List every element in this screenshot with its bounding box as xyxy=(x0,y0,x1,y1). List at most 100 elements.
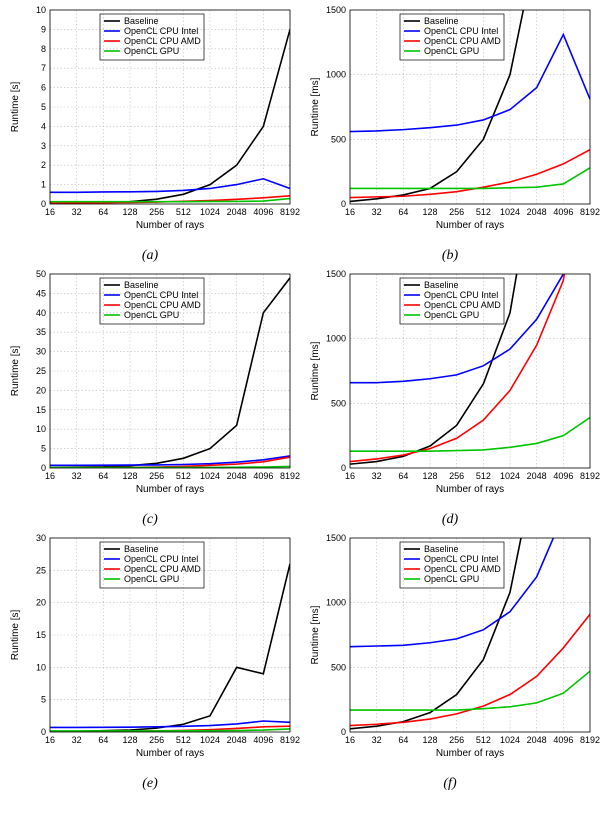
svg-text:50: 50 xyxy=(36,269,46,279)
svg-text:Runtime [ms]: Runtime [ms] xyxy=(310,605,321,664)
svg-text:512: 512 xyxy=(476,471,491,481)
svg-text:512: 512 xyxy=(176,207,191,217)
svg-text:1: 1 xyxy=(41,180,46,190)
svg-text:Number of rays: Number of rays xyxy=(136,220,204,231)
svg-text:16: 16 xyxy=(345,735,355,745)
svg-text:2: 2 xyxy=(41,160,46,170)
svg-text:64: 64 xyxy=(398,735,408,745)
svg-text:9: 9 xyxy=(41,24,46,34)
panel-d: 0500100015001632641282565121024204840968… xyxy=(300,264,600,528)
svg-text:OpenCL CPU Intel: OpenCL CPU Intel xyxy=(124,290,198,300)
svg-text:Runtime [s]: Runtime [s] xyxy=(10,81,21,132)
svg-text:1024: 1024 xyxy=(500,207,520,217)
caption-e: (e) xyxy=(0,776,300,792)
svg-text:Number of rays: Number of rays xyxy=(136,748,204,759)
svg-text:256: 256 xyxy=(449,471,464,481)
svg-text:OpenCL CPU AMD: OpenCL CPU AMD xyxy=(424,300,501,310)
svg-text:Baseline: Baseline xyxy=(424,544,459,554)
svg-text:1000: 1000 xyxy=(326,70,346,80)
svg-text:256: 256 xyxy=(149,735,164,745)
svg-text:4096: 4096 xyxy=(253,735,273,745)
svg-text:OpenCL CPU Intel: OpenCL CPU Intel xyxy=(424,26,498,36)
svg-text:40: 40 xyxy=(36,308,46,318)
svg-text:1500: 1500 xyxy=(326,533,346,543)
svg-text:32: 32 xyxy=(72,471,82,481)
svg-text:OpenCL GPU: OpenCL GPU xyxy=(424,310,479,320)
svg-text:1000: 1000 xyxy=(326,334,346,344)
svg-text:8192: 8192 xyxy=(580,471,600,481)
svg-text:15: 15 xyxy=(36,630,46,640)
svg-text:16: 16 xyxy=(45,471,55,481)
panel-a: 0123456789101632641282565121024204840968… xyxy=(0,0,300,264)
svg-text:OpenCL CPU AMD: OpenCL CPU AMD xyxy=(124,36,201,46)
caption-b: (b) xyxy=(300,248,600,264)
svg-text:10: 10 xyxy=(36,424,46,434)
svg-text:25: 25 xyxy=(36,565,46,575)
svg-text:512: 512 xyxy=(176,735,191,745)
svg-text:16: 16 xyxy=(345,471,355,481)
svg-text:8192: 8192 xyxy=(280,207,300,217)
svg-text:256: 256 xyxy=(449,735,464,745)
panel-f: 0500100015001632641282565121024204840968… xyxy=(300,528,600,792)
svg-text:25: 25 xyxy=(36,366,46,376)
panel-e: 0510152025301632641282565121024204840968… xyxy=(0,528,300,792)
svg-text:128: 128 xyxy=(122,471,137,481)
svg-text:Baseline: Baseline xyxy=(424,280,459,290)
svg-text:6: 6 xyxy=(41,83,46,93)
svg-text:500: 500 xyxy=(331,398,346,408)
svg-text:Number of rays: Number of rays xyxy=(136,484,204,495)
caption-a: (a) xyxy=(0,248,300,264)
svg-text:1500: 1500 xyxy=(326,269,346,279)
svg-text:32: 32 xyxy=(72,735,82,745)
svg-text:2048: 2048 xyxy=(227,471,247,481)
svg-text:2048: 2048 xyxy=(227,735,247,745)
svg-text:5: 5 xyxy=(41,102,46,112)
svg-text:512: 512 xyxy=(476,207,491,217)
svg-text:128: 128 xyxy=(122,207,137,217)
svg-text:OpenCL CPU Intel: OpenCL CPU Intel xyxy=(124,26,198,36)
svg-text:500: 500 xyxy=(331,134,346,144)
svg-text:OpenCL GPU: OpenCL GPU xyxy=(424,574,479,584)
svg-text:1024: 1024 xyxy=(500,471,520,481)
svg-text:20: 20 xyxy=(36,598,46,608)
svg-text:Baseline: Baseline xyxy=(124,16,159,26)
panel-c: 0510152025303540455016326412825651210242… xyxy=(0,264,300,528)
svg-text:32: 32 xyxy=(372,207,382,217)
svg-text:512: 512 xyxy=(176,471,191,481)
svg-text:35: 35 xyxy=(36,327,46,337)
svg-text:4: 4 xyxy=(41,121,46,131)
svg-text:4096: 4096 xyxy=(253,471,273,481)
svg-text:64: 64 xyxy=(98,735,108,745)
svg-text:2048: 2048 xyxy=(527,735,547,745)
svg-text:32: 32 xyxy=(72,207,82,217)
svg-text:8192: 8192 xyxy=(580,735,600,745)
svg-text:8192: 8192 xyxy=(280,471,300,481)
svg-text:5: 5 xyxy=(41,695,46,705)
svg-text:Baseline: Baseline xyxy=(424,16,459,26)
svg-text:30: 30 xyxy=(36,533,46,543)
svg-text:30: 30 xyxy=(36,347,46,357)
svg-text:2048: 2048 xyxy=(527,471,547,481)
svg-text:OpenCL CPU Intel: OpenCL CPU Intel xyxy=(424,290,498,300)
svg-text:1024: 1024 xyxy=(500,735,520,745)
svg-text:10: 10 xyxy=(36,5,46,15)
svg-text:20: 20 xyxy=(36,385,46,395)
svg-text:Runtime [s]: Runtime [s] xyxy=(10,345,21,396)
svg-text:OpenCL GPU: OpenCL GPU xyxy=(424,46,479,56)
svg-text:Number of rays: Number of rays xyxy=(436,220,504,231)
svg-text:128: 128 xyxy=(422,735,437,745)
svg-text:8192: 8192 xyxy=(280,735,300,745)
svg-text:1500: 1500 xyxy=(326,5,346,15)
svg-text:64: 64 xyxy=(98,207,108,217)
svg-text:128: 128 xyxy=(422,207,437,217)
svg-text:512: 512 xyxy=(476,735,491,745)
svg-text:OpenCL GPU: OpenCL GPU xyxy=(124,46,179,56)
panel-b: 0500100015001632641282565121024204840968… xyxy=(300,0,600,264)
svg-text:OpenCL CPU Intel: OpenCL CPU Intel xyxy=(424,554,498,564)
svg-text:4096: 4096 xyxy=(553,471,573,481)
svg-text:1024: 1024 xyxy=(200,471,220,481)
svg-text:4096: 4096 xyxy=(553,207,573,217)
svg-text:32: 32 xyxy=(372,735,382,745)
svg-text:Runtime [ms]: Runtime [ms] xyxy=(310,341,321,400)
svg-text:2048: 2048 xyxy=(527,207,547,217)
